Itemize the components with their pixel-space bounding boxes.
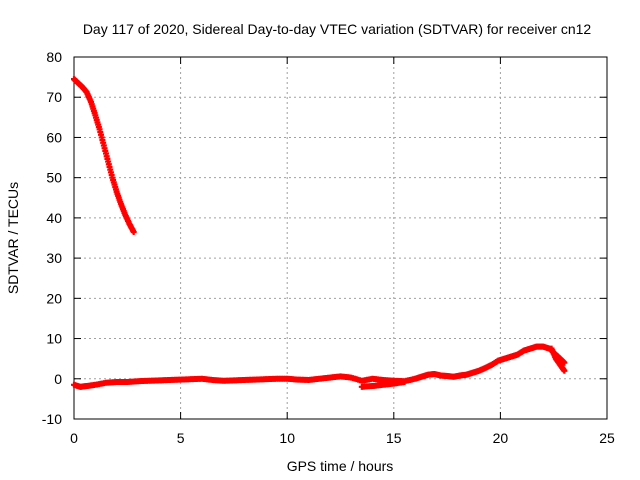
data-point <box>561 367 568 374</box>
x-axis-label: GPS time / hours <box>287 458 394 474</box>
y-tick-label: -10 <box>42 411 62 427</box>
x-tick-label: 15 <box>386 430 402 446</box>
grid-lines <box>74 57 607 419</box>
y-tick-label: 20 <box>46 290 62 306</box>
axis-ticks: 0 5 10 15 20 25 -10 0 10 20 30 40 50 60 70 80 <box>42 49 615 446</box>
y-tick-label: 60 <box>46 129 62 145</box>
x-tick-label: 0 <box>70 430 78 446</box>
y-axis-label: SDTVAR / TECUs <box>5 182 21 294</box>
y-tick-label: 50 <box>46 170 62 186</box>
y-tick-label: 30 <box>46 250 62 266</box>
data-point <box>401 378 408 385</box>
x-tick-label: 20 <box>493 430 509 446</box>
y-tick-label: 40 <box>46 210 62 226</box>
plot-area-border <box>73 56 608 420</box>
data-marks <box>71 76 568 390</box>
y-tick-label: 70 <box>46 89 62 105</box>
y-tick-label: 10 <box>46 331 62 347</box>
chart-title: Day 117 of 2020, Sidereal Day-to-day VTE… <box>83 21 592 37</box>
x-tick-label: 10 <box>279 430 295 446</box>
data-series <box>71 343 568 390</box>
data-series <box>548 345 568 374</box>
y-tick-label: 80 <box>46 49 62 65</box>
x-tick-label: 5 <box>177 430 185 446</box>
y-tick-label: 0 <box>54 371 62 387</box>
data-point <box>130 228 137 235</box>
x-tick-label: 25 <box>599 430 615 446</box>
data-series <box>358 378 408 390</box>
data-series <box>71 76 137 235</box>
